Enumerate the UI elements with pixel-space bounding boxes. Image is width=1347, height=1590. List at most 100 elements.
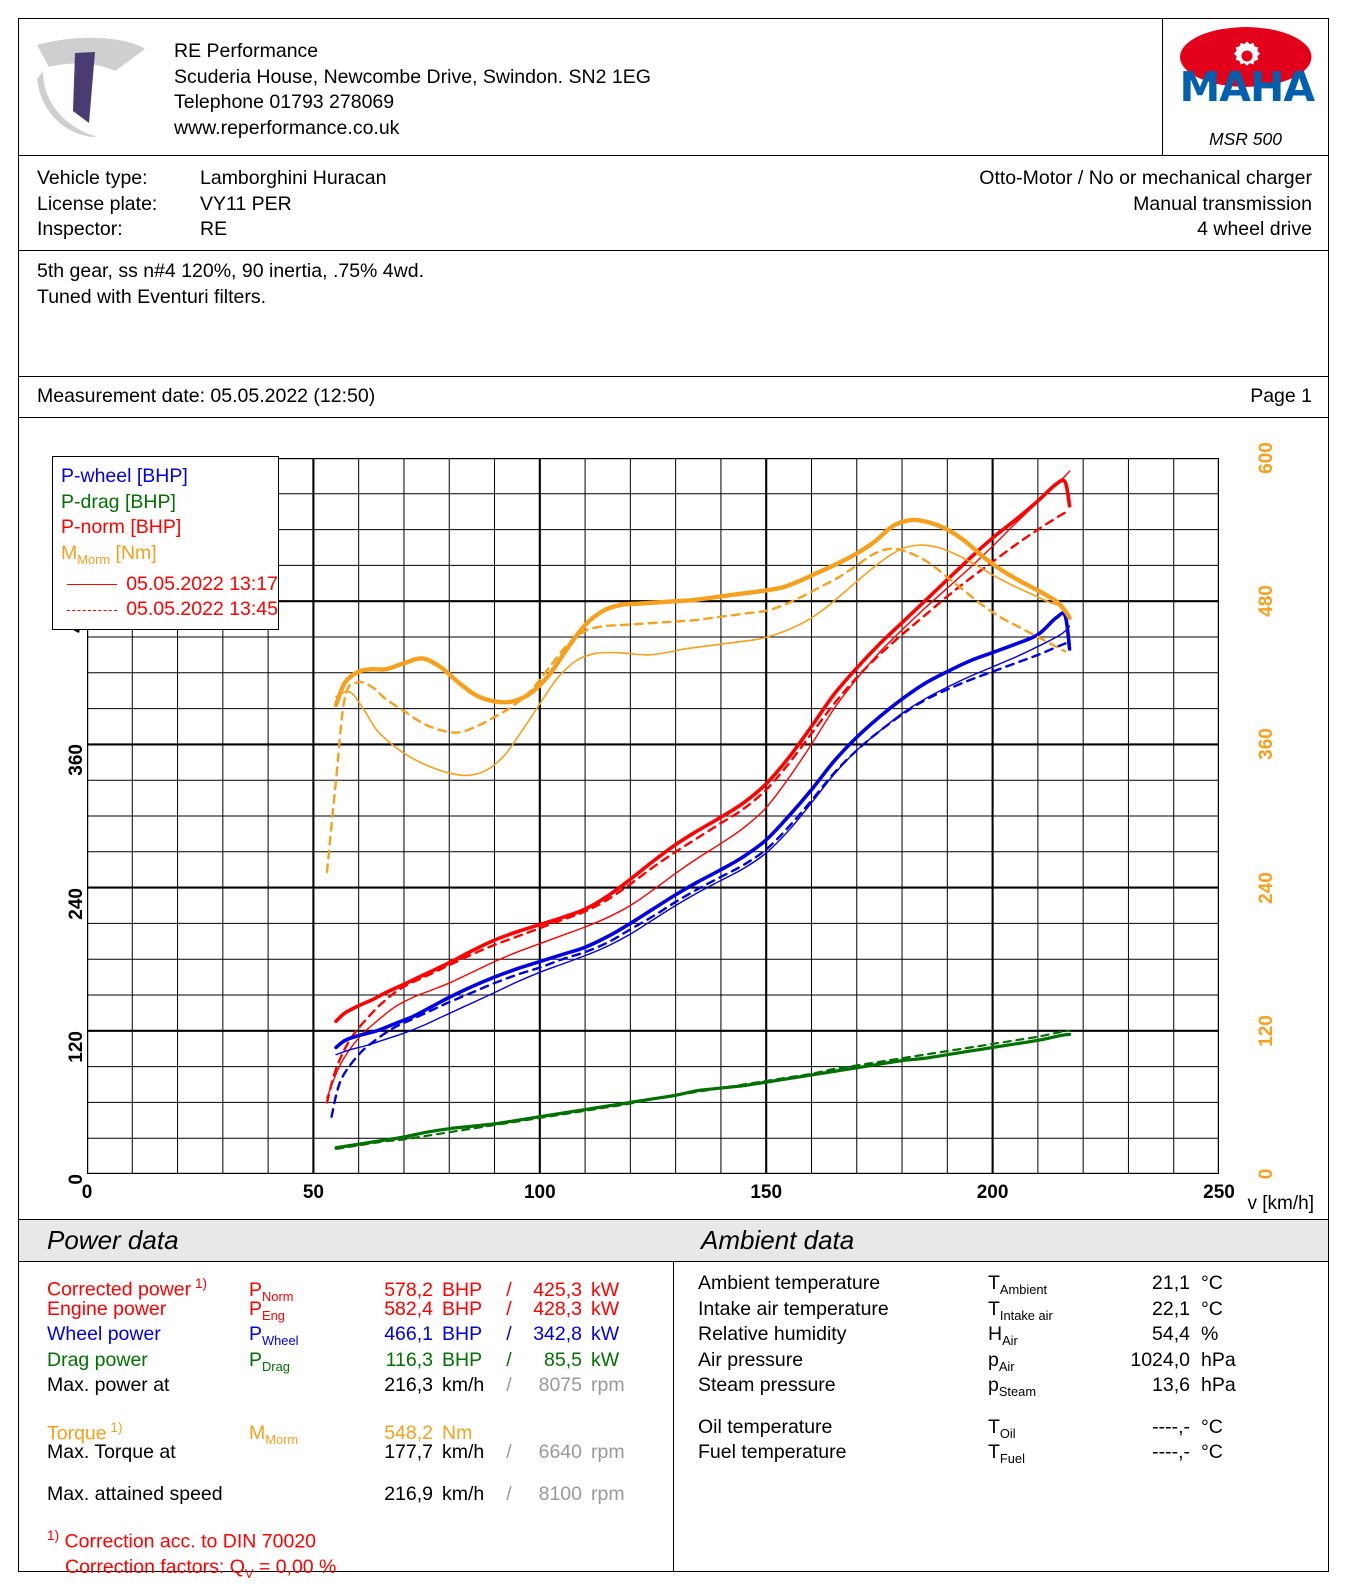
page-number: Page 1 [1250,385,1312,407]
y-tick-right-120: 120 [1256,1014,1277,1047]
ambient-data-row: Fuel temperature TFuel ----,- °C [698,1440,1328,1466]
row-unit-1: BHP [442,1323,483,1345]
power-data-row: Engine power PEng 582,4 BHP / 428,3 kW [47,1297,673,1323]
row-value-2: 342,8 [533,1323,582,1345]
row-value-1: 216,9 [384,1482,433,1505]
footnote-line-2: Correction factors: QV = 0,00 % [65,1556,337,1581]
series-p-drag-run1-solid-thick- [334,1032,1072,1150]
x-tick-100: 100 [523,1182,556,1203]
row-label: Intake air temperature [698,1297,889,1320]
power-data-row: Drag power PDrag 116,3 BHP / 85,5 kW [47,1348,673,1374]
license-plate-row: License plate: VY11 PER [37,192,386,218]
row-value-1: 216,3 [384,1374,433,1396]
row-symbol: TFuel [988,1441,1025,1466]
x-tick-0: 0 [81,1182,93,1203]
series-p-wheel-run1-thin- [335,625,1071,1056]
series-p-wheel-run2-dashed- [330,640,1071,1118]
plot-area [87,458,1219,1174]
legend-run-2-label: 05.05.2022 13:45 [126,598,278,621]
row-value-1: 177,7 [384,1441,433,1463]
maha-logo-icon: MAHA [1179,25,1315,117]
row-label: Max. power at [47,1374,170,1396]
series-m-morm-run1-thin- [335,544,1062,777]
x-tick-150: 150 [750,1182,783,1203]
power-data-row: Torque 1) MMorm 548,2 Nm [47,1415,673,1447]
vehicle-left-column: Vehicle type: Lamborghini Huracan License… [37,166,386,243]
row-unit: hPa [1201,1374,1236,1396]
row-symbol: PDrag [249,1348,290,1374]
footnote-line-1: 1) Correction acc. to DIN 70020 [47,1528,317,1553]
row-value: 54,4 [1152,1323,1190,1345]
power-data-row: Max. attained speed 216,9 km/h / 8100 rpm [47,1482,673,1508]
company-address-block: RE Performance Scuderia House, Newcombe … [174,39,651,141]
power-data-row: Corrected power 1) PNorm 578,2 BHP / 425,3 kW [47,1271,673,1303]
row-unit-1: km/h [442,1374,485,1396]
ambient-data-row: Relative humidity HAir 54,4% [698,1322,1328,1348]
vehicle-type-label: Vehicle type: [37,167,148,189]
row-label: Oil temperature [698,1415,833,1438]
ambient-data-title: Ambient data [673,1220,1328,1262]
row-separator: / [506,1348,512,1371]
power-data-panel: Power data Corrected power 1) PNorm 578,2 B… [18,1220,674,1581]
row-unit-2: kW [591,1278,620,1301]
row-separator: / [506,1278,512,1301]
ambient-data-row: Intake air temperature TIntake air 22,1 °C [698,1297,1328,1323]
license-plate-label: License plate: [37,192,158,215]
row-symbol: pSteam [988,1374,1037,1399]
row-value: 1024,0 [1130,1348,1190,1371]
row-value-1: 582,4 [384,1297,433,1320]
x-tick-50: 50 [302,1182,324,1203]
row-unit-2: kW [591,1323,620,1345]
notes-line-2: Tuned with Eventuri filters. [37,285,267,308]
re-performance-logo-icon [19,19,159,155]
legend-run-1-label: 05.05.2022 13:17 [126,572,278,595]
license-plate-value: VY11 PER [200,192,292,215]
row-value: 21,1 [1152,1272,1190,1294]
row-value-2: 8075 [538,1374,582,1396]
row-symbol: TAmbient [988,1272,1048,1297]
series-p-drag-run2-dashed- [334,1029,1071,1151]
legend-m-symbol: M [61,541,78,564]
row-unit-2: rpm [591,1374,625,1396]
company-street: Scuderia House, Newcombe Drive, Swindon.… [174,65,651,88]
row-unit-1: km/h [442,1482,485,1505]
series-p-norm-run1-solid-thick- [334,478,1072,1024]
y-tick-right-480: 480 [1256,585,1277,618]
power-data-row: Max. Torque at 177,7 km/h / 6640 rpm [47,1440,673,1466]
device-model: MSR 500 [1209,129,1282,149]
legend-run-1: 05.05.2022 13:17 [61,572,278,598]
row-unit-1: km/h [442,1441,485,1463]
row-label: Air pressure [698,1348,804,1371]
row-value-1: 466,1 [384,1323,433,1345]
measurement-bar: Measurement date: 05.05.2022 (12:50) Pag… [18,377,1329,418]
series-p-norm-run1-thin- [326,470,1071,1099]
ambient-data-body: Ambient temperature TAmbient 21,1 °C Intake … [673,1262,1328,1466]
series-m-morm-run1-solid-thick- [333,517,1072,708]
row-symbol: PEng [249,1297,285,1323]
vehicle-type-row: Vehicle type: Lamborghini Huracan [37,166,386,192]
chart-legend: P-wheel [BHP] P-drag [BHP] P-norm [BHP] … [52,456,279,630]
row-unit-1: BHP [442,1278,483,1301]
engine-type: Otto-Motor / No or mechanical charger [979,167,1312,189]
inspector-label: Inspector: [37,218,123,240]
measurement-date: Measurement date: 05.05.2022 (12:50) [37,385,376,407]
company-name: RE Performance [174,40,319,62]
legend-m-unit: [Nm] [110,541,157,564]
row-value: ----,- [1152,1441,1190,1463]
series-p-norm-run2-dashed- [325,509,1071,1104]
row-symbol: TIntake air [988,1297,1053,1323]
legend-entry-m-morm: MMorm [Nm] [61,541,278,572]
vehicle-right-column: Otto-Motor / No or mechanical charger Ma… [979,166,1312,243]
company-telephone: Telephone 01793 278069 [174,91,395,113]
row-value-2: 6640 [538,1441,582,1463]
row-unit-2: kW [591,1348,620,1371]
legend-m-sub: Morm [77,551,111,567]
inspector-value: RE [200,218,228,240]
row-symbol: HAir [988,1323,1018,1348]
power-data-row: Wheel power PWheel 466,1 BHP / 342,8 kW [47,1322,673,1348]
row-unit: °C [1201,1272,1223,1294]
legend-run-2: 05.05.2022 13:45 [61,597,278,623]
notes-text: 5th gear, ss n#4 120%, 90 inertia, .75% … [37,259,424,310]
row-unit: °C [1201,1415,1223,1438]
